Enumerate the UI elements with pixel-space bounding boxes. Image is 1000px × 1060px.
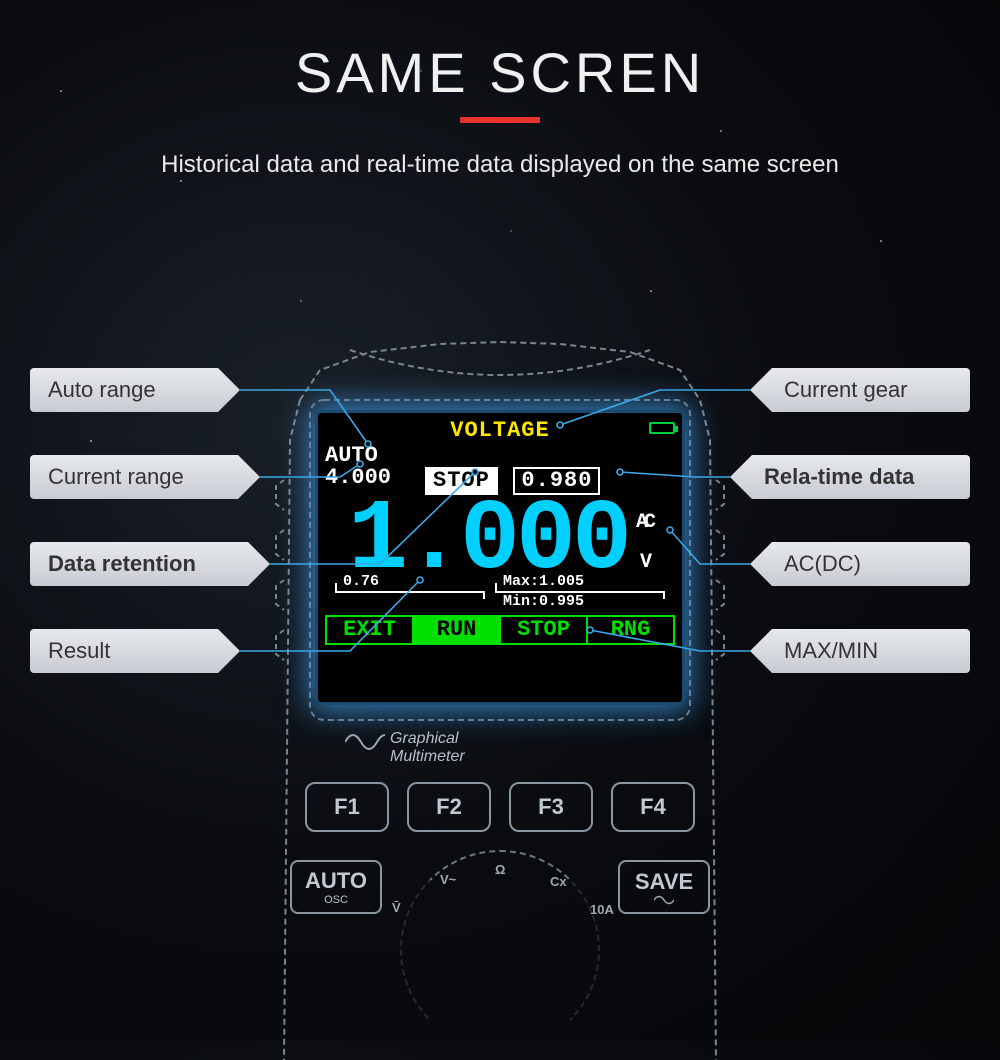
leader-lines [0, 40, 1000, 1040]
